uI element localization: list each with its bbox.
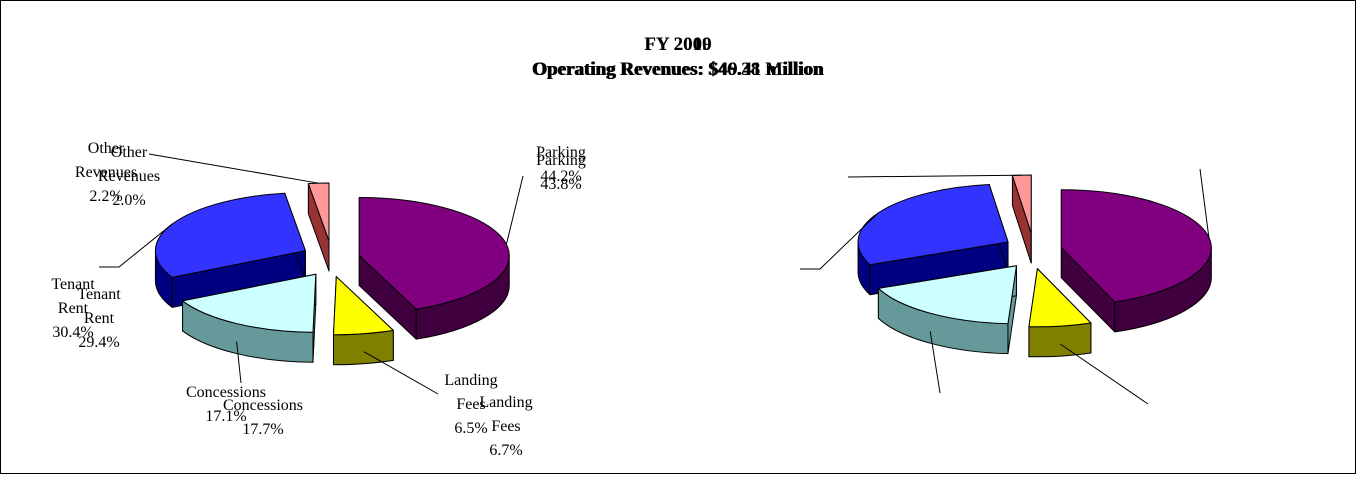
- slice-label: Landing Fees 6.7%: [471, 391, 541, 463]
- slice-label: Other Revenues 2.0%: [89, 141, 169, 213]
- leader-line: [1060, 343, 1149, 405]
- value-label: 2.0%: [112, 192, 146, 209]
- pie-chart: [99, 153, 524, 395]
- slice-label: Concessions 17.7%: [208, 394, 318, 442]
- pie-slice: [332, 276, 394, 366]
- chart-subtitle: Operating Revenues: $49.41 million: [532, 59, 824, 80]
- pie-slice: [1011, 174, 1032, 264]
- pie-slice: [307, 182, 330, 272]
- value-label: 44.2%: [540, 168, 582, 185]
- leader-line: [148, 153, 319, 184]
- leader-line: [1199, 168, 1210, 238]
- slice-side: [332, 329, 394, 366]
- slice-label: Tenant Rent 30.4%: [43, 273, 103, 345]
- value-label: 2.2%: [89, 188, 123, 205]
- value-label: 17.1%: [205, 408, 247, 425]
- slice-top: [877, 265, 1017, 325]
- slice-label: Tenant Rent 29.4%: [69, 283, 129, 355]
- value-label: 43.8%: [540, 176, 582, 193]
- chart-subtitle: Operating Revenues: $46.38 Million: [531, 59, 825, 80]
- slice-top: [182, 273, 317, 333]
- leader-line: [363, 351, 439, 395]
- slice-label: Concessions 17.1%: [171, 381, 281, 429]
- leader-line: [505, 175, 524, 245]
- slice-top: [154, 192, 306, 278]
- value-label: 6.7%: [489, 442, 523, 459]
- value-label: 29.4%: [78, 334, 120, 351]
- category-label: Parking: [536, 152, 586, 169]
- leader-line: [800, 212, 879, 270]
- pie-slice: [877, 265, 1017, 355]
- chart-title: FY 2009: [644, 34, 712, 55]
- pie-slice: [182, 273, 317, 363]
- slice-label: Landing Fees 6.5%: [436, 369, 506, 441]
- slice-side: [1028, 322, 1092, 358]
- pie-chart: [800, 168, 1212, 405]
- chart-title: FY 2010: [644, 34, 712, 55]
- category-label: Other Revenues: [74, 140, 138, 181]
- leader-line: [99, 223, 173, 268]
- slice-top: [857, 183, 1009, 266]
- chart-panel: FY 2009 Operating Revenues: $49.41 millio…: [77, 1, 1355, 473]
- slice-label: Parking 44.2%: [516, 141, 606, 189]
- category-label: Landing Fees: [444, 372, 498, 413]
- slice-top: [1028, 268, 1092, 328]
- category-label: Concessions: [223, 397, 303, 414]
- category-label: Tenant Rent: [77, 286, 121, 327]
- leader-line: [929, 331, 941, 394]
- pie-slice: [1028, 268, 1092, 358]
- category-label: Concessions: [186, 384, 266, 401]
- slice-top: [358, 197, 510, 310]
- chart-panel: FY 2010 Operating Revenues: $46.38 Millio…: [1, 1, 824, 473]
- slice-top: [307, 182, 330, 242]
- pie-slice: [154, 192, 306, 308]
- category-label: Parking: [536, 144, 586, 161]
- value-label: 17.7%: [242, 421, 284, 438]
- slice-label: Other Revenues 2.2%: [66, 137, 146, 209]
- leader-line: [236, 341, 242, 384]
- pie-slice: [857, 183, 1009, 296]
- slice-label: Parking 43.8%: [516, 149, 606, 197]
- category-label: Other Revenues: [97, 144, 161, 185]
- pie-slice: [1060, 189, 1212, 333]
- category-label: Landing Fees: [479, 394, 533, 435]
- pie-slice: [358, 197, 510, 340]
- leader-line: [847, 174, 1022, 178]
- value-label: 30.4%: [52, 324, 94, 341]
- slice-top: [332, 276, 394, 336]
- category-label: Tenant Rent: [51, 276, 95, 317]
- value-label: 6.5%: [454, 420, 488, 437]
